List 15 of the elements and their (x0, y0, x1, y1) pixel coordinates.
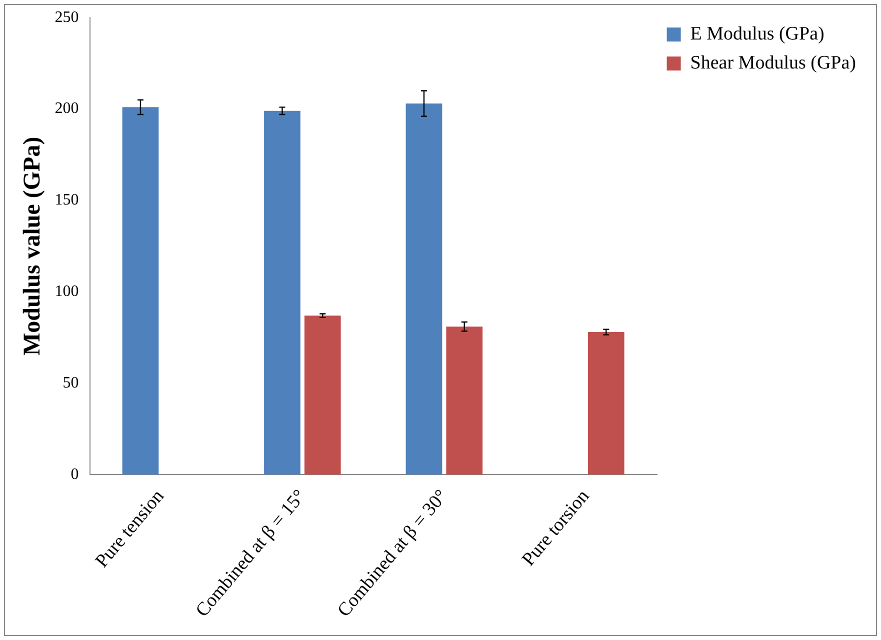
bar (122, 107, 159, 475)
bar (304, 316, 341, 475)
y-tick-label: 100 (54, 283, 79, 300)
legend-label: Shear Modulus (GPa) (690, 52, 856, 74)
y-axis-title: Modulus value (GPa) (20, 136, 46, 356)
bar (588, 332, 624, 475)
y-tick-label: 50 (62, 374, 79, 392)
y-tick-label: 250 (54, 8, 79, 26)
y-tick-label: 200 (54, 100, 79, 118)
legend-label: E Modulus (GPa) (690, 23, 824, 44)
bar (406, 104, 442, 475)
y-tick-label: 0 (70, 466, 79, 483)
y-tick-label: 150 (54, 192, 79, 209)
bar (264, 110, 300, 475)
bar (446, 326, 483, 475)
